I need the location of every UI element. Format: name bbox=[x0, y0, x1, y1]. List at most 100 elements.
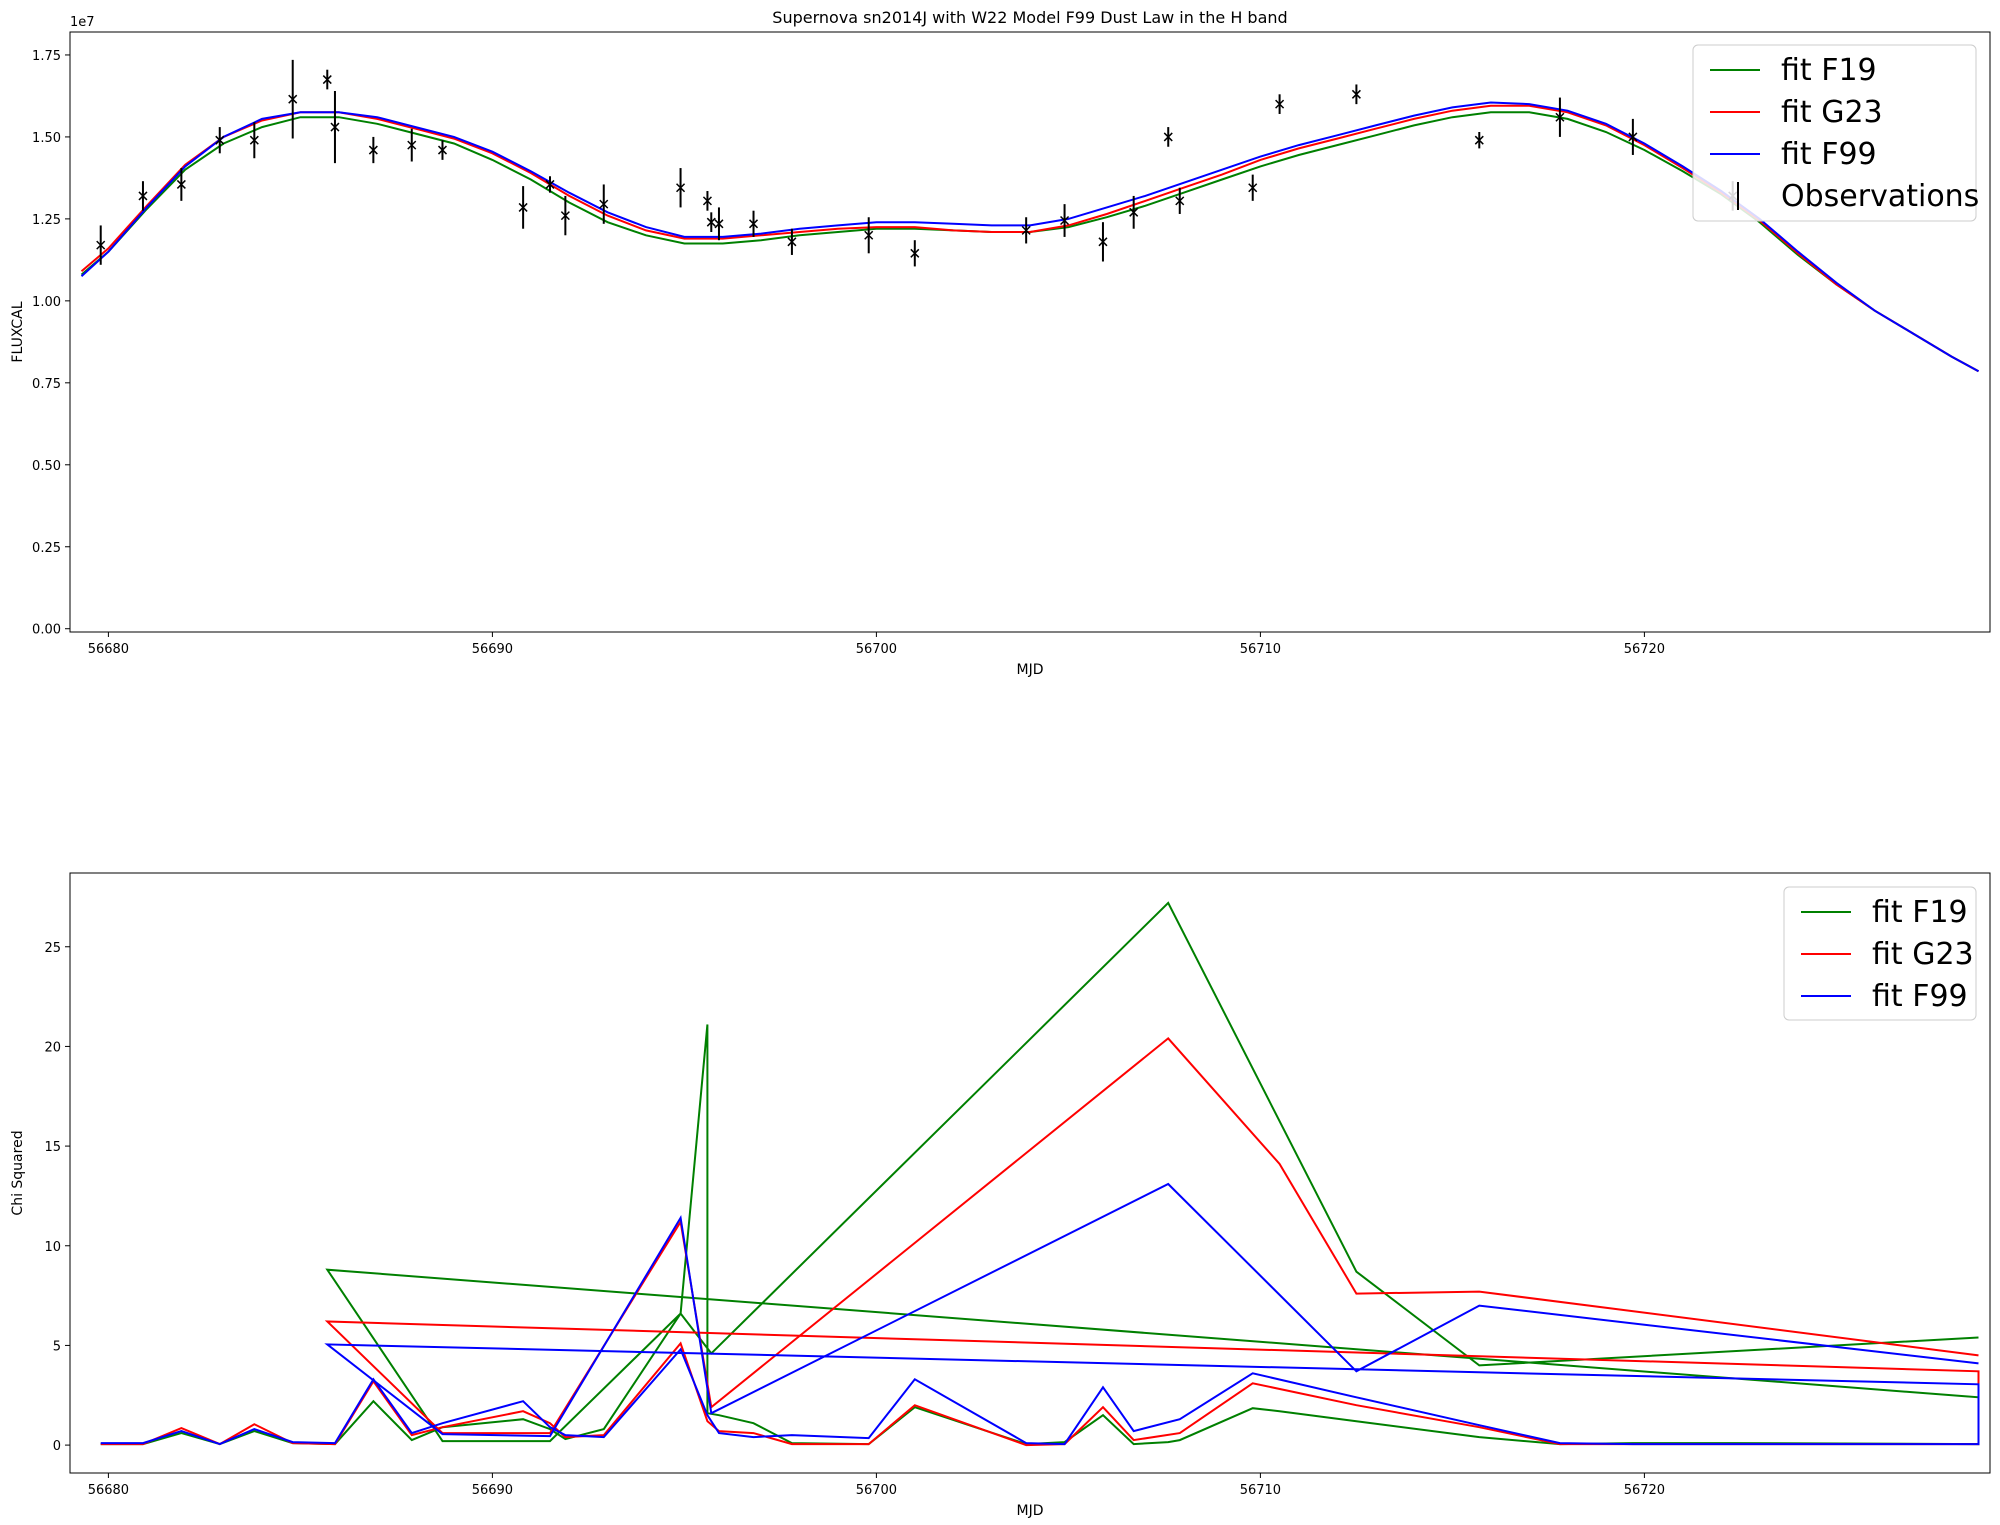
legend-label: fit G23 bbox=[1781, 95, 1883, 130]
legend-box bbox=[1692, 44, 1977, 222]
observation-point bbox=[560, 195, 570, 236]
legend: fit F19 fit G23 fit F99 Observations bbox=[1692, 44, 1979, 222]
y-tick-label: 1.75 bbox=[32, 49, 61, 64]
x-axis-label: MJD bbox=[1017, 1503, 1044, 1519]
legend-label: fit F99 bbox=[1872, 979, 1968, 1014]
observation-point bbox=[249, 122, 259, 159]
x-axis-label: MJD bbox=[1017, 662, 1044, 678]
x-marker bbox=[138, 191, 148, 201]
observation-point bbox=[96, 225, 106, 265]
observation-point bbox=[407, 128, 417, 162]
legend: fit F19 fit G23 fit F99 bbox=[1783, 886, 1977, 1021]
series-line-fit-f99 bbox=[100, 1182, 1980, 1446]
observation-point bbox=[748, 210, 759, 237]
x-marker bbox=[437, 145, 448, 155]
observation-point bbox=[518, 186, 528, 229]
y-tick-label: 25 bbox=[44, 941, 61, 956]
observation-point bbox=[330, 91, 340, 164]
x-tick-label: 56700 bbox=[856, 1483, 897, 1498]
x-marker bbox=[1474, 135, 1484, 145]
x-marker bbox=[288, 94, 298, 104]
series-line-fit-f99 bbox=[80, 101, 1979, 373]
legend-label: fit F19 bbox=[1872, 895, 1968, 930]
x-marker bbox=[1351, 89, 1361, 99]
x-marker bbox=[96, 240, 106, 250]
x-marker bbox=[748, 219, 759, 229]
legend-label: fit F99 bbox=[1781, 137, 1877, 172]
x-marker bbox=[560, 211, 570, 221]
observation-point bbox=[787, 228, 797, 255]
chart-title: Supernova sn2014J with W22 Model F99 Dus… bbox=[772, 8, 1287, 27]
x-marker bbox=[322, 75, 332, 85]
x-marker bbox=[676, 183, 686, 193]
x-marker bbox=[545, 179, 555, 189]
x-marker bbox=[1060, 215, 1070, 226]
y-tick-label: 1.00 bbox=[32, 295, 61, 310]
legend-label: Observations bbox=[1781, 179, 1979, 214]
x-marker bbox=[787, 237, 797, 247]
x-marker bbox=[714, 219, 724, 229]
x-tick-label: 56720 bbox=[1624, 1483, 1665, 1498]
axes-frame bbox=[69, 31, 1991, 633]
x-marker bbox=[1021, 225, 1031, 235]
x-tick-label: 56710 bbox=[1240, 642, 1281, 657]
observation-point bbox=[1628, 118, 1638, 155]
x-tick-label: 56720 bbox=[1624, 642, 1665, 657]
observation-point bbox=[1129, 195, 1139, 229]
observation-point bbox=[1021, 217, 1031, 244]
observation-point bbox=[288, 59, 298, 139]
observation-point bbox=[368, 136, 378, 164]
observation-point bbox=[437, 140, 448, 160]
x-marker bbox=[249, 135, 259, 145]
plot-area bbox=[80, 59, 1979, 373]
x-marker bbox=[1555, 112, 1565, 122]
observation-point bbox=[706, 212, 716, 232]
observation-point bbox=[1474, 132, 1484, 149]
x-marker bbox=[368, 145, 378, 155]
y-tick-label: 1.50 bbox=[32, 131, 61, 146]
legend-box bbox=[1783, 886, 1977, 1021]
observation-point bbox=[1248, 174, 1258, 201]
x-tick-label: 56680 bbox=[88, 642, 129, 657]
observation-point bbox=[1351, 84, 1361, 105]
y-tick-label: 5 bbox=[53, 1339, 61, 1354]
x-tick-label: 56690 bbox=[472, 1483, 513, 1498]
x-tick-label: 56690 bbox=[472, 642, 513, 657]
x-marker bbox=[215, 135, 225, 145]
y-tick-label: 1.25 bbox=[32, 213, 61, 228]
y-axis-label: Chi Squared bbox=[10, 1130, 26, 1215]
x-marker bbox=[407, 140, 417, 150]
y-tick-label: 0.50 bbox=[32, 459, 61, 474]
x-marker bbox=[1129, 207, 1139, 217]
observation-point bbox=[138, 181, 148, 211]
observation-point bbox=[322, 69, 332, 90]
observation-point bbox=[702, 191, 712, 211]
x-marker bbox=[702, 196, 712, 206]
x-marker bbox=[1163, 132, 1173, 142]
y-tick-label: 0.25 bbox=[32, 541, 61, 556]
legend-label: fit G23 bbox=[1872, 937, 1974, 972]
chi-squared-chart: 56680 56690 56700 56710 56720 0 5 10 15 20 25 MJD Ch… bbox=[10, 872, 1991, 1519]
observation-point bbox=[215, 127, 225, 154]
observation-point bbox=[1098, 222, 1108, 262]
x-marker bbox=[1098, 237, 1108, 247]
y-axis-label: FLUXCAL bbox=[10, 301, 26, 362]
legend-label: fit F19 bbox=[1781, 53, 1877, 88]
y-tick-label: 10 bbox=[44, 1240, 61, 1255]
x-marker bbox=[706, 217, 716, 227]
x-marker bbox=[176, 179, 186, 189]
y-tick-label: 0 bbox=[53, 1439, 61, 1454]
observation-point bbox=[1175, 187, 1185, 214]
x-tick-label: 56680 bbox=[88, 1483, 129, 1498]
x-marker bbox=[910, 248, 920, 258]
observation-point bbox=[864, 217, 874, 254]
x-marker bbox=[1628, 132, 1638, 142]
observation-point bbox=[910, 240, 920, 267]
observation-point bbox=[1555, 97, 1565, 137]
series-line-fit-g23 bbox=[80, 104, 1979, 373]
y-tick-label: 0.00 bbox=[32, 623, 61, 638]
y-tick-label: 0.75 bbox=[32, 377, 61, 392]
x-marker bbox=[1248, 183, 1258, 193]
plot-area bbox=[100, 901, 1980, 1447]
